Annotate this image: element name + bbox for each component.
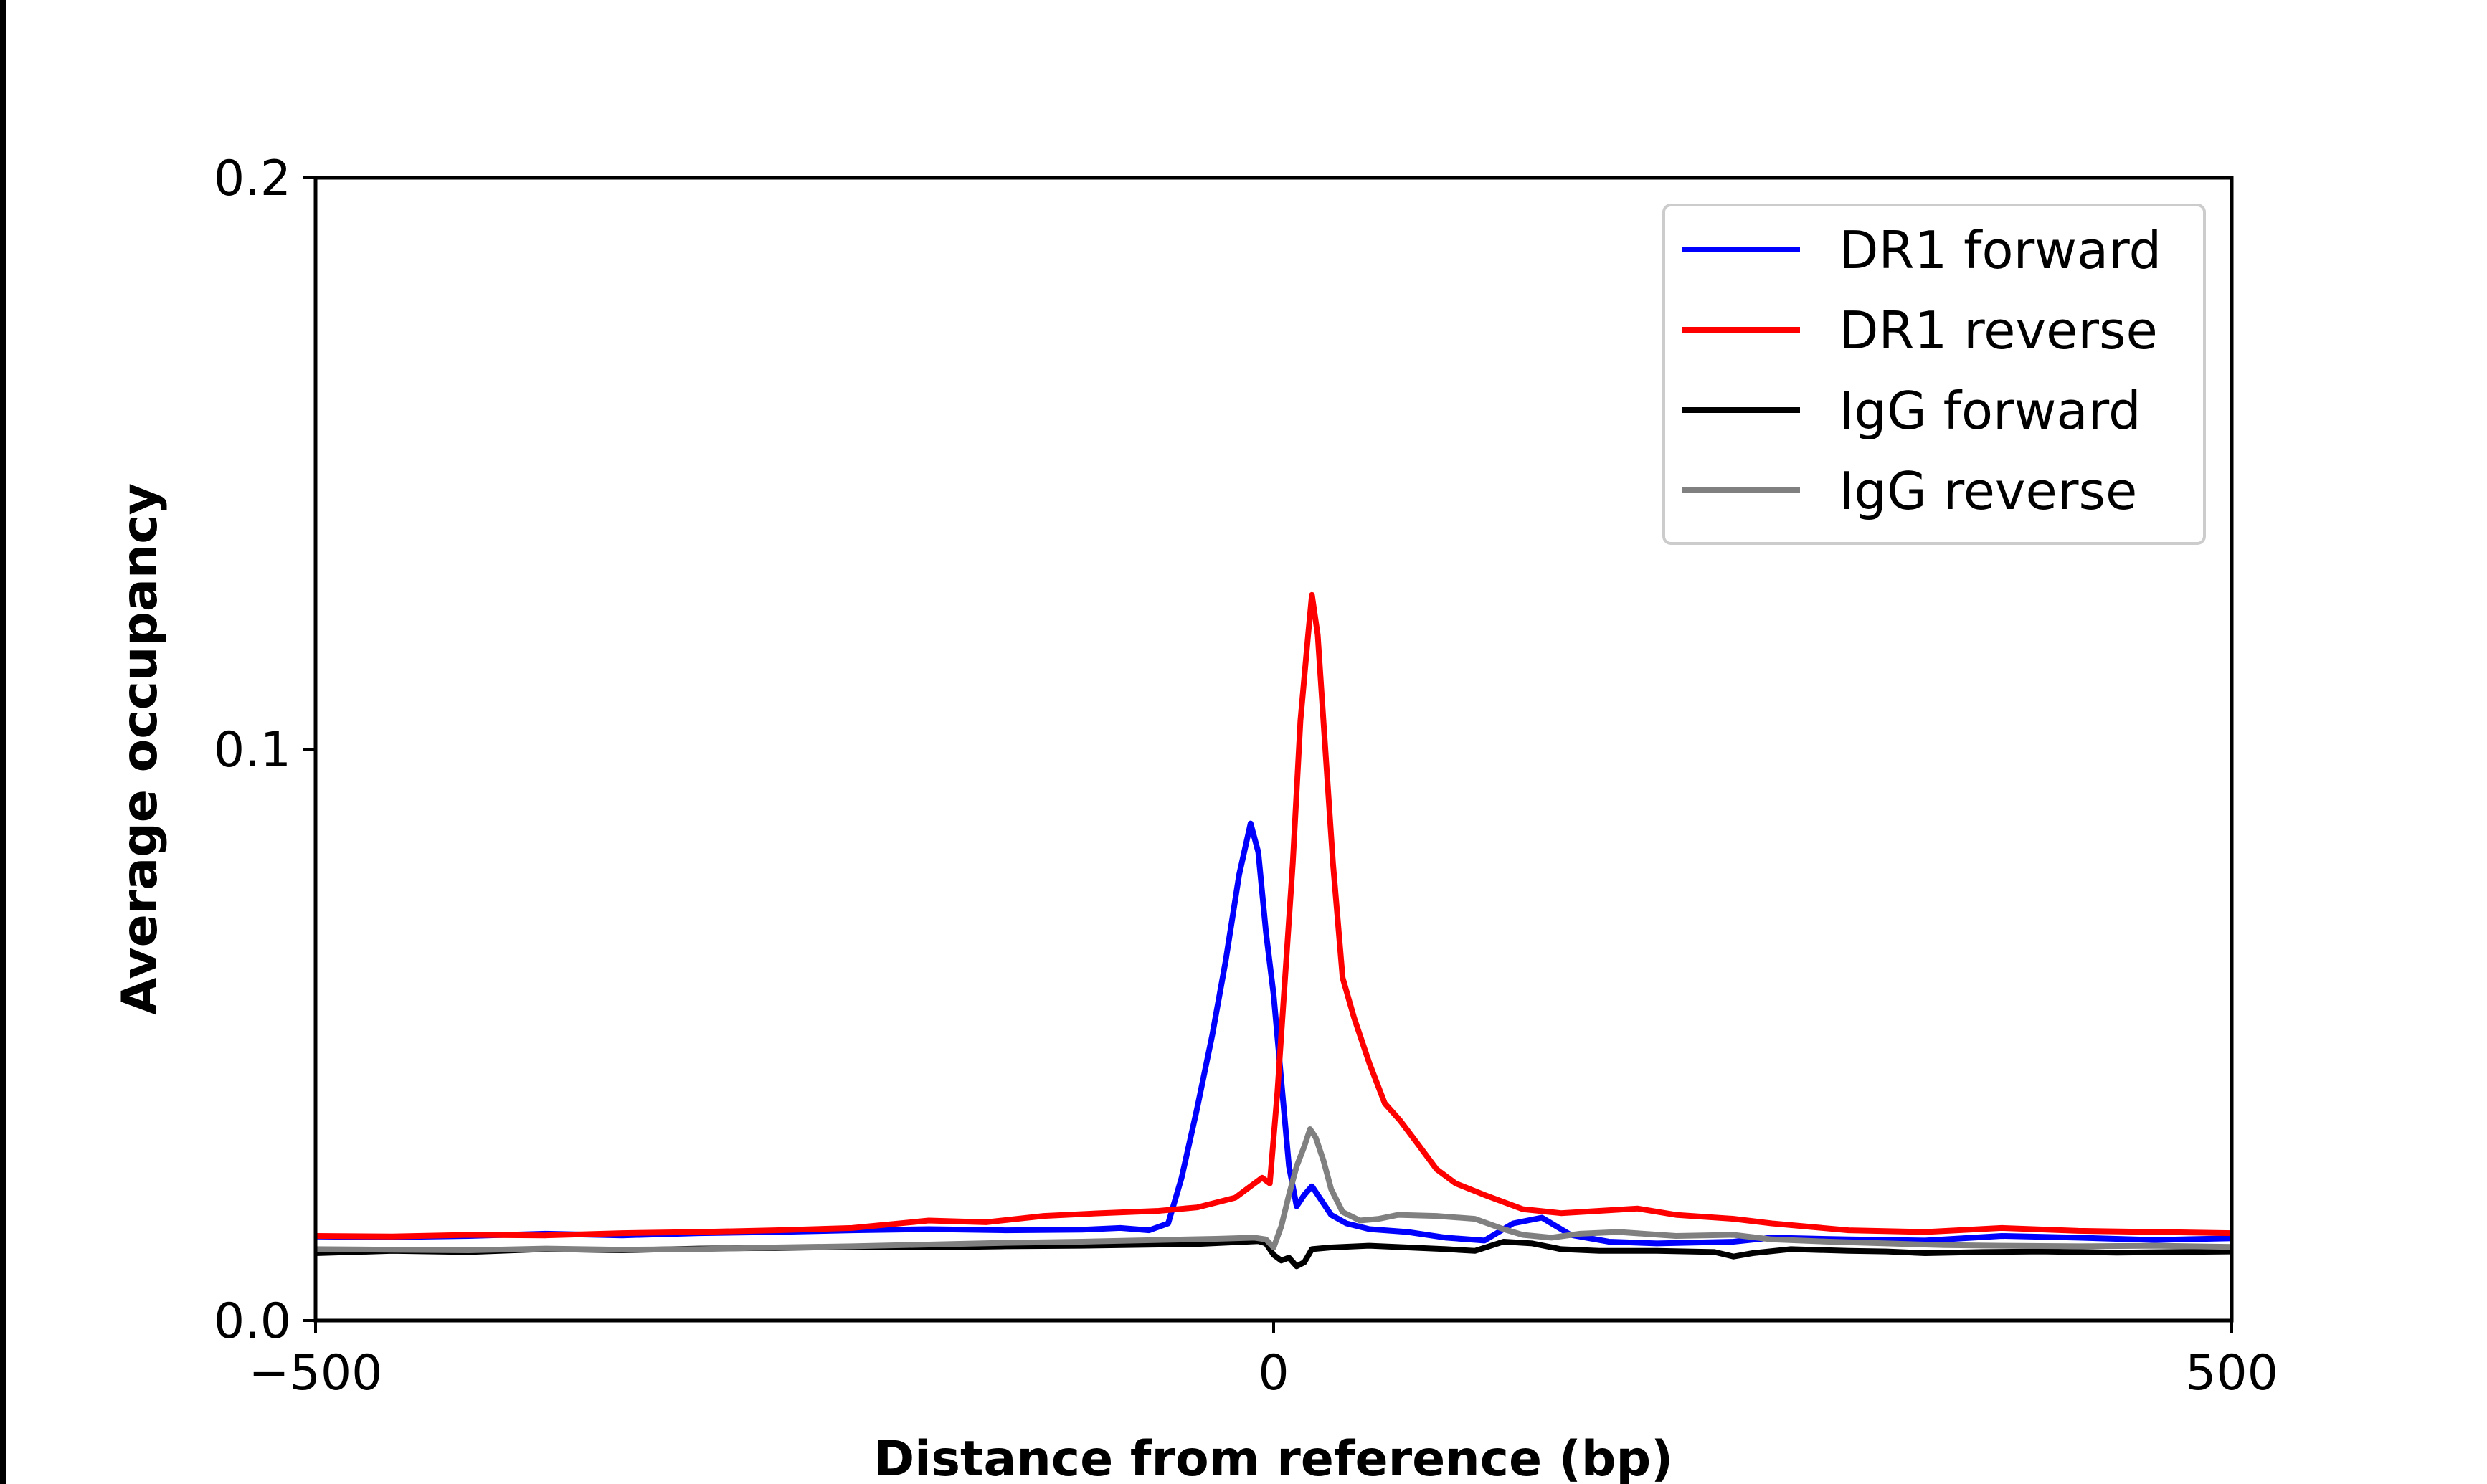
y-tick-label: 0.1: [214, 722, 291, 779]
x-tick-label: 500: [2185, 1345, 2278, 1402]
legend-label-3: IgG reverse: [1839, 461, 2137, 521]
y-axis-title: Average occupancy: [112, 483, 169, 1015]
series-line-1: [315, 591, 2232, 1240]
figure-left-border: [0, 0, 6, 1484]
legend-label-2: IgG forward: [1839, 381, 2141, 441]
series-line-3: [315, 1126, 2232, 1253]
legend-label-1: DR1 reverse: [1839, 300, 2158, 361]
y-tick-label: 0.2: [214, 151, 291, 207]
series-layer: [315, 591, 2232, 1270]
legend: DR1 forward DR1 reverse IgG forward IgG rev…: [1662, 204, 2206, 545]
tick-layer: −500 0 500 0.0 0.1 0.2: [214, 151, 2278, 1402]
x-axis-title: Distance from reference (bp): [874, 1431, 1674, 1484]
x-tick-label: −500: [249, 1345, 383, 1402]
x-tick-label: 0: [1258, 1345, 1289, 1402]
series-line-0: [315, 820, 2232, 1247]
y-tick-label: 0.0: [214, 1293, 291, 1350]
legend-label-0: DR1 forward: [1839, 220, 2161, 280]
legend-box: [1662, 204, 2206, 545]
